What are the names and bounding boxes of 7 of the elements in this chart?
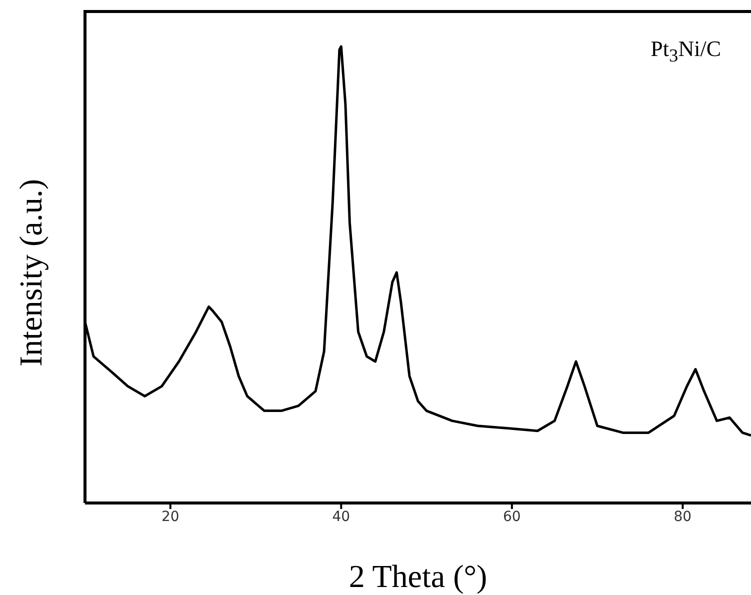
- x-tick-label: 20: [161, 508, 180, 525]
- x-tick-label: 80: [674, 508, 692, 525]
- x-tick-label: 60: [503, 508, 521, 525]
- x-axis-title: 2 Theta (°): [348, 558, 488, 594]
- x-tick-label: 40: [332, 508, 350, 525]
- annotation: Pt$_{3}$Ni/C: [650, 36, 721, 66]
- y-axis-title: Intensity (a.u.): [12, 179, 48, 366]
